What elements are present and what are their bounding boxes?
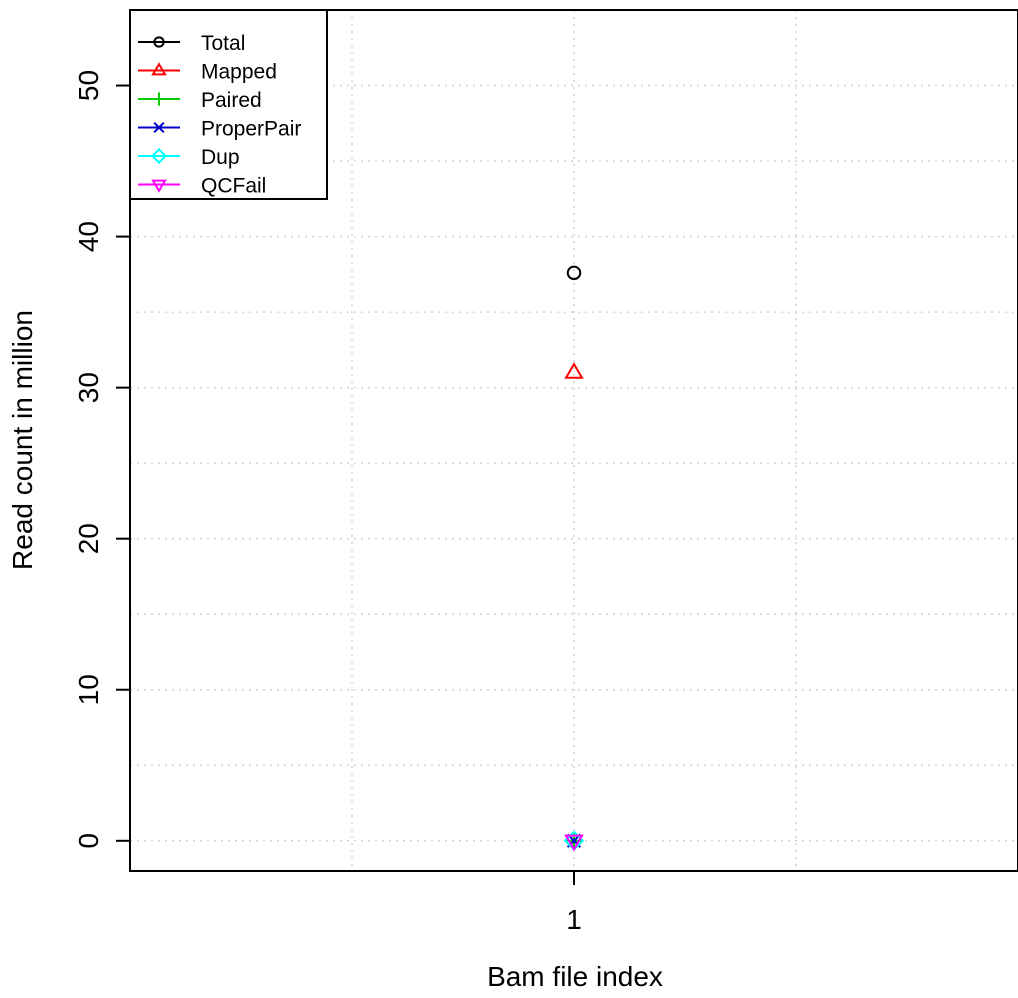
y-tick-label: 20 [73,523,104,554]
y-tick-label: 10 [73,674,104,705]
legend-marker-qcfail [151,179,167,193]
x-tick-label: 1 [566,904,582,935]
y-tick-label: 0 [73,833,104,849]
legend-marker-properpair [153,121,165,134]
y-tick-label: 40 [73,221,104,252]
legend-marker-mapped [151,62,167,76]
legend-label-qcfail: QCFail [201,175,266,198]
y-axis: 0 10 20 30 40 50 [73,70,131,849]
x-axis: 1 [566,871,582,935]
x-axis-title: Bam file index [487,961,663,992]
y-axis-title: Read count in million [7,310,38,570]
y-tick-label: 30 [73,372,104,403]
data-points [563,265,585,852]
legend-marker-paired [152,92,166,106]
data-point-qcfail [564,834,584,852]
legend-label-total: Total [201,32,245,55]
legend-label-paired: Paired [201,89,262,112]
data-point-total [566,265,582,281]
legend-marker-dup [150,147,168,165]
legend: Total Mapped Paired ProperPair Dup QCFail [129,9,328,200]
legend-label-dup: Dup [201,146,240,169]
data-point-mapped [564,362,584,379]
legend-label-properpair: ProperPair [201,118,301,141]
legend-marker-total [153,36,165,48]
y-tick-label: 50 [73,70,104,101]
legend-label-mapped: Mapped [201,61,277,84]
